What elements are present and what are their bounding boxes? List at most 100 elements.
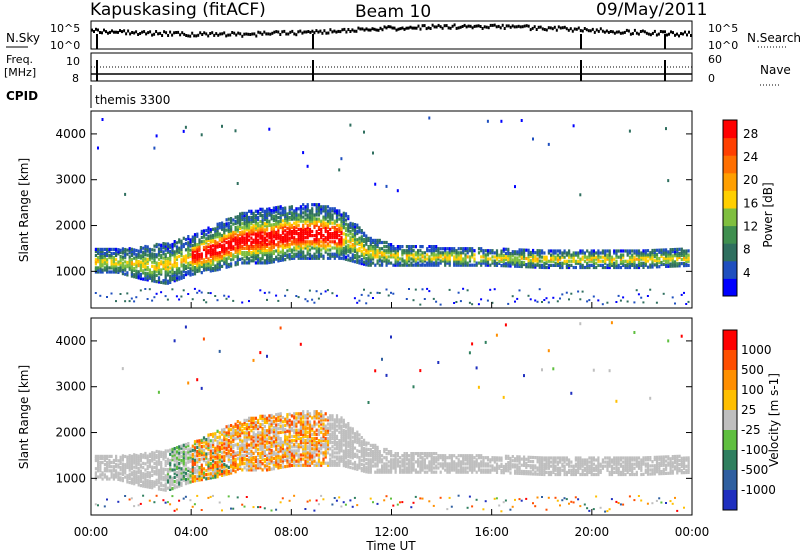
- power-cell: [299, 238, 302, 242]
- velocity-cell: [248, 464, 251, 468]
- power-cell: [139, 272, 142, 276]
- velocity-cell: [155, 449, 158, 454]
- velocity-cell: [245, 418, 248, 422]
- velocity-cell: [250, 418, 253, 422]
- power-cell: [196, 247, 199, 251]
- power-cell: [99, 251, 102, 256]
- power-cell: [117, 260, 120, 264]
- power-cell: [212, 248, 215, 252]
- power-cell: [570, 253, 573, 257]
- power-cell: [277, 207, 280, 211]
- power-cell: [308, 209, 312, 213]
- power-cell: [633, 301, 636, 304]
- power-cell: [311, 246, 314, 250]
- power-cell: [254, 236, 257, 240]
- power-cell: [331, 209, 334, 213]
- power-cell: [317, 250, 321, 254]
- power-cell: [139, 260, 142, 264]
- power-cell: [205, 261, 208, 266]
- power-cell: [484, 249, 487, 253]
- power-cell: [223, 253, 226, 258]
- power-cell: [268, 246, 271, 250]
- velocity-cell: [157, 390, 160, 394]
- power-cell: [376, 255, 379, 259]
- power-cell: [448, 257, 451, 261]
- power-cell: [317, 209, 321, 213]
- power-cell: [209, 261, 212, 265]
- velocity-cell: [297, 445, 300, 449]
- velocity-cell: [178, 453, 181, 457]
- velocity-cell: [279, 443, 282, 447]
- velocity-cell: [225, 425, 228, 429]
- power-cell: [187, 247, 190, 251]
- power-cell: [322, 215, 325, 219]
- velocity-cell: [263, 466, 266, 470]
- power-cell: [166, 273, 170, 277]
- power-cell: [281, 246, 284, 250]
- power-cell: [683, 291, 685, 294]
- velocity-cell: [151, 469, 154, 473]
- power-cell: [288, 207, 291, 211]
- velocity-cell: [130, 471, 133, 475]
- power-cell: [421, 245, 424, 249]
- power-cell: [223, 294, 226, 297]
- power-cell: [175, 270, 179, 274]
- power-cell: [509, 252, 512, 256]
- power-cell: [187, 272, 190, 276]
- power-cell: [261, 238, 264, 242]
- power-cell: [230, 239, 233, 243]
- power-cell: [119, 254, 122, 259]
- power-cell: [369, 243, 372, 247]
- power-cells: [94, 116, 690, 306]
- power-cell: [288, 255, 291, 259]
- power-cell: [302, 240, 305, 244]
- power-cell: [360, 257, 363, 262]
- power-cell: [164, 279, 167, 283]
- velocity-cell: [241, 431, 244, 435]
- velocity-cell: [139, 484, 142, 488]
- power-cell: [290, 248, 293, 252]
- nsky-point: [690, 34, 692, 37]
- power-cell: [338, 238, 341, 242]
- velocity-cell: [299, 459, 302, 463]
- velocity-cell: [286, 454, 289, 458]
- power-cell: [243, 236, 246, 240]
- velocity-cell: [221, 473, 224, 477]
- power-cell: [257, 244, 260, 248]
- power-cell: [367, 245, 370, 249]
- power-cell: [110, 262, 113, 266]
- nsky-point: [279, 33, 282, 36]
- power-cell: [324, 211, 327, 215]
- velocity-cell: [106, 460, 109, 465]
- velocity-cell: [162, 477, 165, 482]
- power-cell: [239, 212, 242, 216]
- power-cell: [157, 263, 161, 268]
- power-cell: [426, 249, 429, 253]
- power-cell: [252, 257, 255, 261]
- velocity-cell: [279, 424, 282, 428]
- power-cell: [590, 249, 593, 253]
- velocity-cell: [248, 458, 251, 462]
- velocity-cell: [281, 465, 284, 469]
- power-cell: [665, 248, 668, 252]
- velocity-cell: [261, 422, 264, 427]
- velocity-cell: [103, 475, 106, 479]
- velocity-cell: [157, 458, 161, 462]
- velocity-cell: [166, 461, 170, 465]
- power-cell: [227, 246, 230, 250]
- power-cell: [157, 253, 161, 257]
- power-cell: [101, 260, 104, 264]
- power-cell: [153, 258, 156, 263]
- power-cell: [241, 211, 244, 215]
- power-cell: [349, 246, 352, 250]
- velocity-cell: [250, 425, 253, 429]
- velocity-cell: [108, 460, 111, 465]
- velocity-cell: [164, 461, 167, 465]
- power-cell: [351, 247, 354, 251]
- power-cell: [457, 263, 460, 267]
- power-cell: [651, 255, 654, 259]
- power-cell: [180, 258, 183, 262]
- power-cell: [556, 300, 559, 303]
- power-cell: [239, 233, 242, 237]
- power-cell: [313, 219, 316, 223]
